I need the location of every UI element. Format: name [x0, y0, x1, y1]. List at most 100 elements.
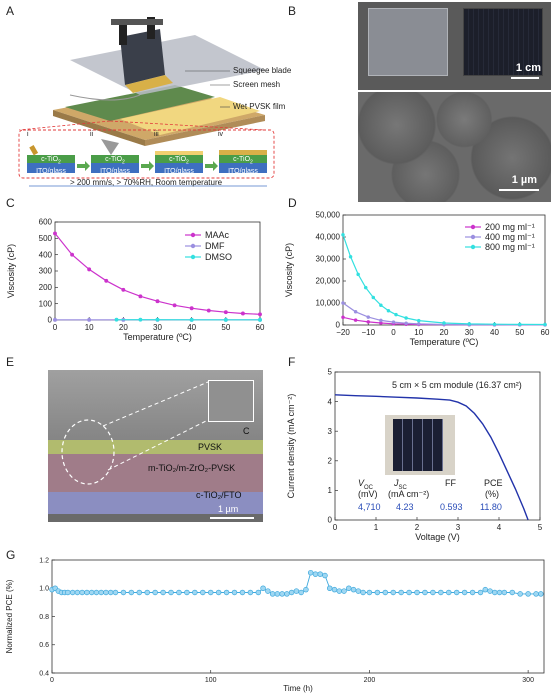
data-point: [366, 320, 370, 324]
data-point: [394, 312, 398, 317]
y-tick-label: 3: [328, 427, 333, 436]
data-point: [152, 589, 158, 596]
data-point: [404, 316, 408, 320]
sem-image: 1 µm: [358, 92, 551, 202]
layer-labels-3: c-TiO2 ITO/glass: [164, 156, 194, 176]
data-point: [461, 589, 468, 596]
x-tick-label: 50: [221, 323, 230, 332]
x-tick-label: 2: [415, 523, 420, 532]
data-point: [207, 589, 214, 596]
layer-pvsk: [48, 440, 263, 454]
x-tick-label: 30: [465, 328, 474, 337]
x-axis-label: Time (h): [283, 684, 313, 693]
data-point: [265, 588, 271, 594]
data-point: [417, 322, 421, 326]
y-tick-label: 50,000: [316, 211, 341, 220]
data-point: [543, 322, 547, 327]
data-point: [307, 569, 314, 576]
x-tick-label: 4: [497, 523, 502, 532]
inset-zoom: [208, 380, 254, 422]
x-tick-label: 50: [515, 328, 524, 337]
y-tick-label: 20,000: [316, 277, 341, 286]
layer-fto: [48, 492, 263, 514]
data-point: [374, 589, 381, 596]
layer-mesoporous: [48, 454, 263, 492]
data-point: [348, 255, 353, 259]
data-point: [390, 589, 396, 596]
module-annotation: 5 cm × 5 cm module (16.37 cm²): [392, 380, 522, 390]
data-point: [136, 589, 143, 596]
data-point: [341, 301, 345, 305]
data-point: [114, 317, 119, 322]
data-point: [533, 591, 539, 597]
data-point: [239, 589, 246, 596]
legend-marker: [470, 234, 476, 240]
legend-label: MAAc: [205, 230, 230, 240]
data-point: [322, 572, 328, 579]
printing-schematic: [18, 17, 275, 187]
data-point: [371, 295, 376, 300]
y-tick-label: 0: [328, 516, 333, 525]
zoom-guides: [61, 381, 209, 485]
legend-label: 800 mg ml⁻¹: [485, 242, 535, 252]
plot-frame: [334, 371, 541, 521]
data-point: [350, 586, 357, 593]
data-point: [87, 267, 92, 272]
legend-marker: [470, 224, 476, 230]
data-point: [477, 589, 484, 596]
layer-labels-2: c-TiO2 ITO/glass: [100, 156, 130, 176]
data-point: [379, 318, 383, 323]
x-tick-label: 100: [205, 677, 217, 684]
module-photo: [385, 415, 455, 475]
legend-marker: [470, 244, 476, 250]
val-jsc: 4.23: [396, 502, 414, 512]
hdr-jsc: JSC: [394, 478, 407, 491]
unit-jsc: (mA cm⁻²): [388, 489, 430, 499]
y-axis-label: Normalized PCE (%): [5, 579, 14, 653]
layer-glass: [48, 514, 263, 522]
y-tick-label: 4: [328, 397, 333, 406]
data-point: [312, 571, 319, 577]
y-tick-label: 0.6: [39, 642, 49, 649]
y-tick-label: 100: [39, 299, 53, 308]
data-point: [379, 303, 383, 307]
data-point: [247, 589, 254, 596]
y-tick-label: 1: [328, 486, 333, 495]
x-tick-label: 0: [391, 328, 396, 337]
unit-pce: (%): [485, 489, 499, 499]
data-point: [406, 589, 412, 596]
data-point: [398, 589, 404, 596]
data-point: [192, 589, 198, 596]
sem-scale-label: 1 µm: [511, 174, 537, 186]
x-axis-label: Temperature (ºC): [410, 337, 479, 347]
x-tick-label: 5: [538, 523, 543, 532]
cross-scale-bar: [210, 517, 254, 519]
y-tick-label: 400: [39, 250, 53, 259]
data-point: [269, 591, 276, 597]
data-point: [87, 317, 92, 322]
data-point: [353, 310, 358, 314]
data-point: [231, 589, 238, 596]
data-point: [453, 589, 460, 596]
data-point: [525, 591, 531, 597]
stability-chart-g: 0 100 200 300 0.4 0.6 0.8 1.0 1.2 Time (h) Normali…: [5, 557, 545, 693]
data-point: [341, 315, 345, 320]
data-point: [176, 589, 182, 596]
layer-labels-4: c-TiO2 ITO/glass: [228, 156, 258, 176]
legend-label: DMSO: [205, 252, 232, 262]
x-axis-label: Voltage (V): [415, 532, 460, 542]
data-point: [84, 589, 90, 596]
data-point: [346, 585, 352, 592]
data-point: [353, 318, 358, 322]
data-point: [355, 588, 362, 594]
data-point: [360, 589, 366, 596]
val-ff: 0.593: [440, 502, 463, 512]
x-tick-label: 40: [490, 328, 499, 337]
data-point: [382, 589, 389, 596]
legend-marker: [190, 243, 196, 249]
data-point: [53, 231, 57, 236]
data-point: [293, 588, 300, 594]
layer-labels-1: c-TiO2 ITO/glass: [36, 156, 66, 176]
hdr-pce: PCE: [484, 478, 503, 488]
coated-film: [463, 8, 543, 76]
